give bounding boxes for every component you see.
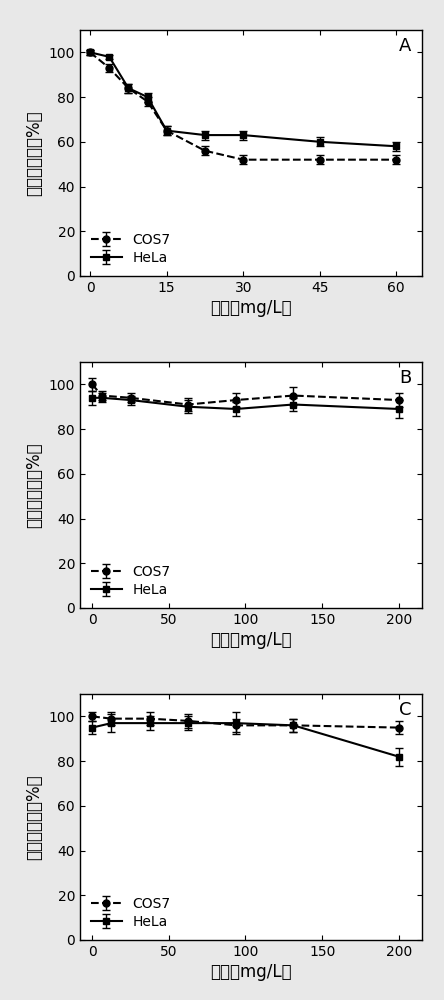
X-axis label: 浓度（mg/L）: 浓度（mg/L） [210, 299, 292, 317]
X-axis label: 浓度（mg/L）: 浓度（mg/L） [210, 963, 292, 981]
Text: C: C [399, 701, 412, 719]
Legend: COS7, HeLa: COS7, HeLa [87, 893, 175, 933]
Legend: COS7, HeLa: COS7, HeLa [87, 561, 175, 601]
Text: A: A [399, 37, 412, 55]
Y-axis label: 细胞存活率（%）: 细胞存活率（%） [25, 774, 43, 860]
Y-axis label: 细胞存活率（%）: 细胞存活率（%） [25, 442, 43, 528]
Legend: COS7, HeLa: COS7, HeLa [87, 229, 175, 269]
X-axis label: 浓度（mg/L）: 浓度（mg/L） [210, 631, 292, 649]
Y-axis label: 细胞存活率（%）: 细胞存活率（%） [25, 110, 43, 196]
Text: B: B [399, 369, 412, 387]
